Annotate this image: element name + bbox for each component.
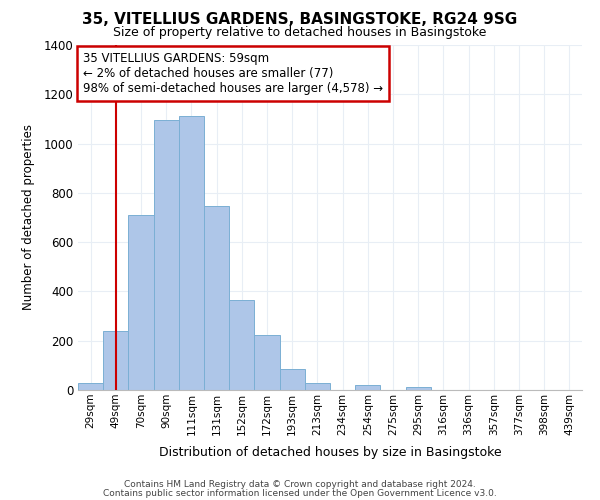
Bar [254, 334, 280, 390]
Bar [229, 300, 254, 390]
X-axis label: Distribution of detached houses by size in Basingstoke: Distribution of detached houses by size … [158, 446, 502, 459]
Bar [355, 385, 380, 390]
Text: 35 VITELLIUS GARDENS: 59sqm
← 2% of detached houses are smaller (77)
98% of semi: 35 VITELLIUS GARDENS: 59sqm ← 2% of deta… [83, 52, 383, 95]
Text: Size of property relative to detached houses in Basingstoke: Size of property relative to detached ho… [113, 26, 487, 39]
Text: Contains HM Land Registry data © Crown copyright and database right 2024.: Contains HM Land Registry data © Crown c… [124, 480, 476, 489]
Bar [78, 382, 103, 390]
Bar [103, 331, 128, 390]
Bar [406, 387, 431, 390]
Text: 35, VITELLIUS GARDENS, BASINGSTOKE, RG24 9SG: 35, VITELLIUS GARDENS, BASINGSTOKE, RG24… [82, 12, 518, 28]
Bar [179, 116, 204, 390]
Y-axis label: Number of detached properties: Number of detached properties [22, 124, 35, 310]
Bar [280, 369, 305, 390]
Bar [154, 120, 179, 390]
Bar [305, 382, 330, 390]
Bar [128, 215, 154, 390]
Text: Contains public sector information licensed under the Open Government Licence v3: Contains public sector information licen… [103, 488, 497, 498]
Bar [204, 206, 229, 390]
